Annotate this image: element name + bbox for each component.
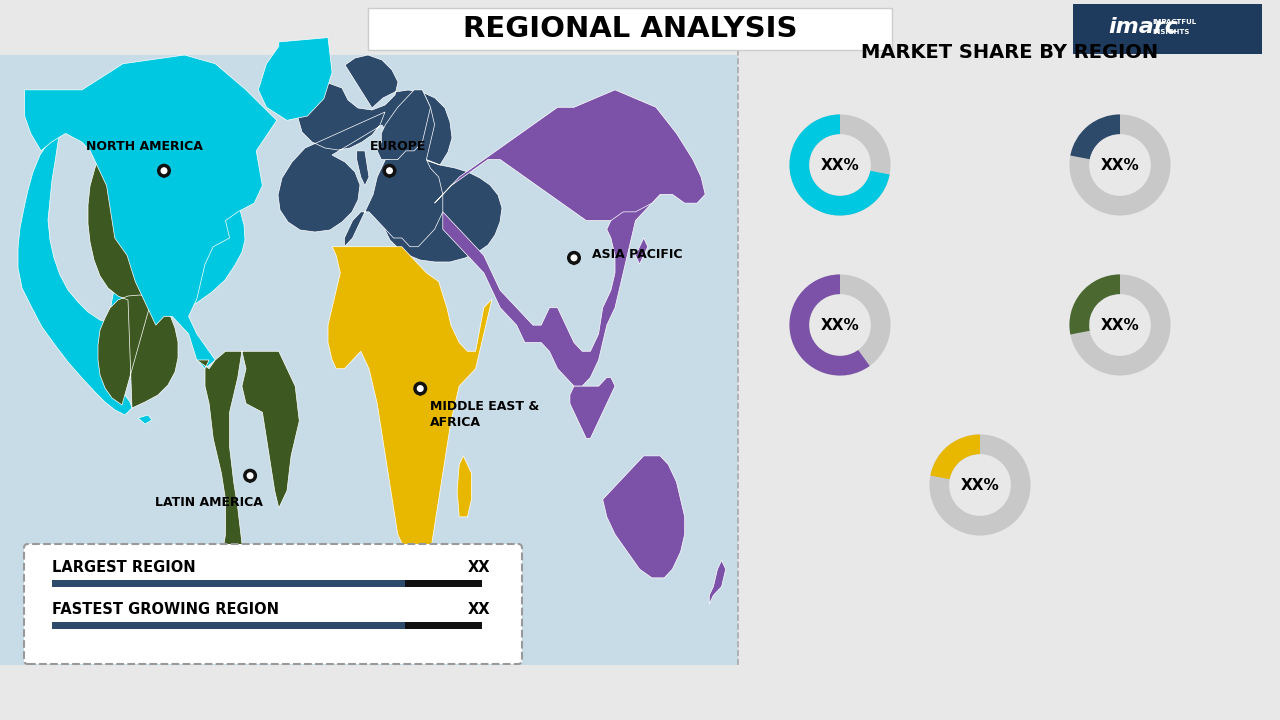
FancyBboxPatch shape xyxy=(0,55,739,665)
Text: INSIGHTS: INSIGHTS xyxy=(1152,29,1189,35)
Text: XX%: XX% xyxy=(1101,158,1139,173)
Circle shape xyxy=(387,168,392,174)
Text: imarc: imarc xyxy=(1108,17,1178,37)
Polygon shape xyxy=(635,238,648,264)
FancyBboxPatch shape xyxy=(52,580,404,587)
Text: LARGEST REGION: LARGEST REGION xyxy=(52,560,196,575)
Text: MARKET SHARE BY REGION: MARKET SHARE BY REGION xyxy=(861,42,1158,61)
Polygon shape xyxy=(415,389,426,396)
Text: NORTH AMERICA: NORTH AMERICA xyxy=(86,140,202,153)
Polygon shape xyxy=(709,560,726,604)
FancyBboxPatch shape xyxy=(404,622,483,629)
Text: REGIONAL ANALYSIS: REGIONAL ANALYSIS xyxy=(463,15,797,43)
Text: FASTEST GROWING REGION: FASTEST GROWING REGION xyxy=(52,603,279,618)
FancyBboxPatch shape xyxy=(52,622,404,629)
Text: MIDDLE EAST &
AFRICA: MIDDLE EAST & AFRICA xyxy=(430,400,539,429)
Circle shape xyxy=(417,386,424,392)
Text: LATIN AMERICA: LATIN AMERICA xyxy=(155,495,262,508)
Polygon shape xyxy=(443,133,672,386)
Polygon shape xyxy=(568,258,580,266)
Polygon shape xyxy=(570,377,614,438)
Text: XX%: XX% xyxy=(820,158,859,173)
Circle shape xyxy=(157,164,170,177)
Polygon shape xyxy=(357,151,369,186)
Polygon shape xyxy=(378,90,430,160)
Wedge shape xyxy=(931,434,980,480)
Polygon shape xyxy=(259,37,332,120)
Text: XX%: XX% xyxy=(1101,318,1139,333)
Wedge shape xyxy=(1070,274,1120,335)
Wedge shape xyxy=(1070,274,1170,376)
Text: XX: XX xyxy=(467,560,490,575)
Polygon shape xyxy=(138,415,152,424)
Polygon shape xyxy=(197,351,300,647)
Text: XX%: XX% xyxy=(960,477,1000,492)
Wedge shape xyxy=(1070,114,1170,215)
Polygon shape xyxy=(457,456,471,517)
Wedge shape xyxy=(1070,114,1120,159)
Polygon shape xyxy=(244,476,256,483)
Polygon shape xyxy=(603,456,685,578)
Wedge shape xyxy=(790,114,891,215)
Polygon shape xyxy=(88,116,212,408)
Wedge shape xyxy=(790,274,869,376)
Text: XX%: XX% xyxy=(820,318,859,333)
Text: EUROPE: EUROPE xyxy=(370,140,426,153)
FancyBboxPatch shape xyxy=(1073,4,1262,54)
Polygon shape xyxy=(328,247,492,560)
Text: ASIA PACIFIC: ASIA PACIFIC xyxy=(591,248,682,261)
Circle shape xyxy=(413,382,426,395)
Polygon shape xyxy=(435,90,705,220)
FancyBboxPatch shape xyxy=(404,580,483,587)
FancyBboxPatch shape xyxy=(24,544,522,664)
Wedge shape xyxy=(790,114,890,215)
Circle shape xyxy=(383,164,396,177)
Text: IMPACTFUL: IMPACTFUL xyxy=(1152,19,1196,25)
Circle shape xyxy=(568,251,580,264)
Polygon shape xyxy=(278,55,502,262)
Circle shape xyxy=(571,255,577,261)
FancyBboxPatch shape xyxy=(369,8,892,50)
Polygon shape xyxy=(159,171,170,179)
Polygon shape xyxy=(384,171,396,179)
Circle shape xyxy=(161,168,166,174)
Polygon shape xyxy=(344,90,443,247)
Wedge shape xyxy=(929,434,1030,536)
Polygon shape xyxy=(18,68,244,415)
Wedge shape xyxy=(790,274,891,376)
Polygon shape xyxy=(24,55,276,369)
Circle shape xyxy=(243,469,256,482)
Polygon shape xyxy=(168,58,215,102)
Text: XX: XX xyxy=(467,603,490,618)
Circle shape xyxy=(247,473,253,479)
